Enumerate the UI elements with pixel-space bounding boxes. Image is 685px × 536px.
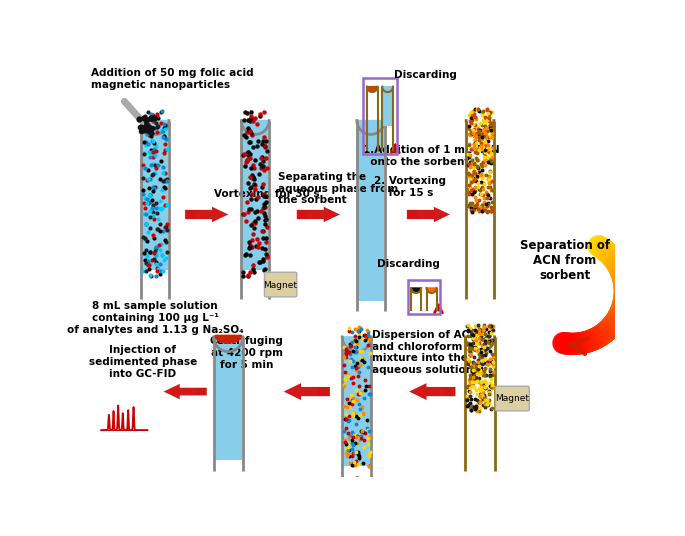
Text: Addition of 50 mg folic acid
magnetic nanoparticles: Addition of 50 mg folic acid magnetic na… [91,68,254,90]
Polygon shape [185,210,196,219]
Bar [353,481,360,486]
Bar [383,87,393,126]
Text: Discarding: Discarding [394,70,457,80]
Text: 2. Vortexing
    for 15 s: 2. Vortexing for 15 s [374,176,446,198]
Polygon shape [319,387,330,396]
Bar [363,78,397,154]
Bar [369,87,376,91]
Polygon shape [284,383,330,400]
Bar [142,121,169,270]
Polygon shape [297,207,340,222]
Polygon shape [409,383,456,400]
Polygon shape [412,288,421,293]
Polygon shape [407,207,450,222]
Polygon shape [383,87,393,92]
Bar [408,280,440,314]
Text: 8 mL sample solution
containing 100 μg L⁻¹
of analytes and 1.13 g Na₂SO₄: 8 mL sample solution containing 100 μg L… [66,301,243,334]
Polygon shape [358,121,384,133]
Text: Dispersion of ACN
and chloroform
mixture into the
aqueous solution: Dispersion of ACN and chloroform mixture… [372,330,478,375]
Text: Magnet: Magnet [495,394,530,403]
Text: Magnet: Magnet [264,281,297,290]
Polygon shape [297,210,308,219]
Polygon shape [215,336,241,343]
Polygon shape [242,121,269,133]
Bar [351,482,362,509]
Bar [352,493,362,509]
Bar [350,534,364,536]
Polygon shape [444,387,456,396]
Bar [412,288,420,293]
FancyBboxPatch shape [264,272,297,297]
Polygon shape [407,210,418,219]
Polygon shape [185,207,228,222]
Polygon shape [196,388,207,396]
Polygon shape [343,337,371,351]
Bar [214,337,242,460]
Bar [358,121,384,301]
Bar [343,337,371,466]
Text: Centrifuging
at 4200 rpm
for 5 min: Centrifuging at 4200 rpm for 5 min [210,337,284,370]
FancyBboxPatch shape [495,386,530,411]
Text: Injection of
sedimented phase
into GC-FID: Injection of sedimented phase into GC-FI… [88,345,197,378]
Text: Discarding: Discarding [377,259,440,269]
Polygon shape [164,384,207,399]
Text: Vortexing for 30 s: Vortexing for 30 s [214,189,320,199]
Bar [347,507,366,513]
Text: Separating the
aqueous phase from
the sorbent: Separating the aqueous phase from the so… [278,172,399,205]
Bar [428,288,435,293]
Polygon shape [142,121,169,133]
Text: Separation of
ACN from
sorbent: Separation of ACN from sorbent [520,239,610,282]
Polygon shape [367,87,377,92]
Bar [242,121,269,270]
Text: 1.Addition of 1 mL ACN
  onto the sorbent: 1.Addition of 1 mL ACN onto the sorbent [363,145,499,167]
Polygon shape [427,288,436,293]
Polygon shape [214,337,242,351]
